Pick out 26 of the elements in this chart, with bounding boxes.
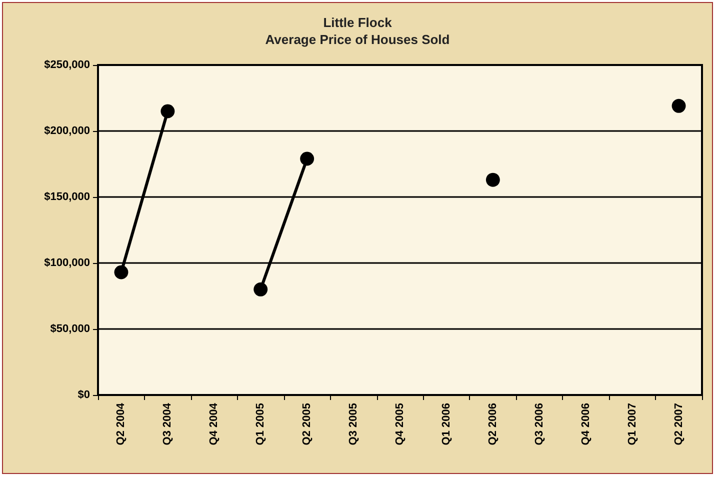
- x-tick-label: Q1 2007: [626, 403, 638, 446]
- x-tick-label: Q2 2006: [486, 403, 499, 446]
- point: [300, 152, 314, 166]
- x-tick-label: Q3 2005: [348, 403, 360, 446]
- point: [486, 172, 500, 187]
- chart-title: Little Flock Average Price of Houses Sold: [265, 15, 450, 47]
- point: [160, 104, 175, 118]
- x-tick-label: Q3 2004: [162, 402, 174, 446]
- point: [672, 98, 686, 113]
- y-tick-label: $100,000: [44, 257, 90, 269]
- x-tick-label: Q2 2007: [672, 403, 685, 446]
- y-tick-label: $0: [78, 389, 90, 401]
- y-tick-label: $200,000: [44, 125, 90, 137]
- y-tick-label: $250,000: [44, 59, 90, 71]
- x-tick-label: Q4 2004: [208, 402, 220, 446]
- x-tick-label: Q3 2006: [533, 403, 546, 446]
- y-tick-label: $150,000: [44, 191, 90, 203]
- x-tick-label: Q1 2005: [254, 403, 267, 446]
- y-tick-label: $50,000: [50, 323, 90, 335]
- x-tick-label: Q1 2006: [440, 403, 452, 446]
- x-tick-label: Q2 2004: [115, 402, 128, 446]
- x-tick-label: Q4 2005: [394, 403, 406, 446]
- point: [114, 265, 128, 280]
- point: [254, 282, 268, 296]
- x-tick-label: Q2 2005: [301, 403, 314, 446]
- x-tick-label: Q4 2006: [580, 403, 592, 446]
